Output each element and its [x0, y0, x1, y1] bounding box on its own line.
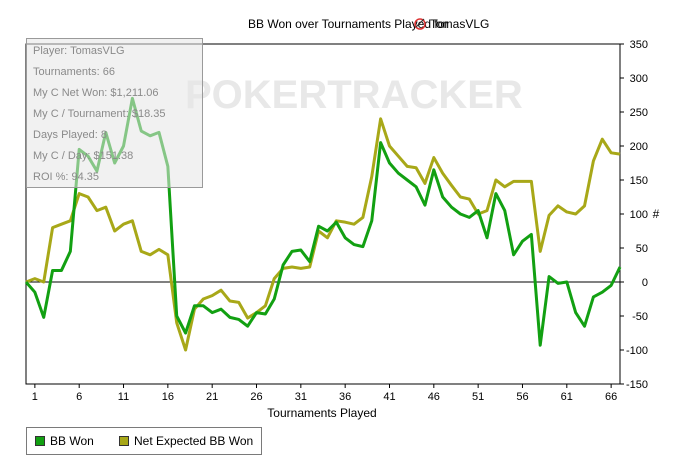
x-axis: 1 6 11 16 21 26 31 36 41 46 51 56 61 66	[32, 384, 617, 403]
series-line-net-expected-bb-won	[25, 117, 621, 352]
x-tick-label: 26	[250, 391, 262, 403]
x-tick-label: 36	[339, 391, 351, 403]
y-tick-label: 200	[630, 141, 648, 153]
x-tick-label: 61	[561, 391, 573, 403]
stat-roi: ROI %: 94.35	[33, 171, 100, 183]
stat-net-won: My C Net Won: $1,211.06	[33, 87, 159, 99]
x-tick-label: 16	[162, 391, 174, 403]
x-tick-label: 41	[383, 391, 395, 403]
x-tick-label: 1	[32, 391, 38, 403]
pokertracker-watermark: POKERTRACKER	[185, 73, 523, 117]
x-tick-label: 46	[428, 391, 440, 403]
x-tick-label: 6	[76, 391, 82, 403]
y-tick-label: 300	[630, 73, 648, 85]
y-axis-label: #	[653, 207, 660, 221]
y-tick-label: -50	[632, 311, 648, 323]
legend-item-net-expected: Net Expected BB Won	[119, 434, 253, 448]
y-tick-label: 50	[636, 243, 648, 255]
y-tick-label: -150	[626, 379, 648, 391]
stat-days-played: Days Played: 8	[33, 129, 107, 141]
y-tick-label: 350	[630, 39, 648, 51]
y-axis: -150 -100 -50 0 50 100 150 200 250 300 350	[620, 39, 648, 391]
y-tick-label: 250	[630, 107, 648, 119]
x-tick-label: 11	[118, 391, 129, 403]
legend-swatch-net-expected	[119, 436, 129, 446]
chart-title: BB Won over Tournaments Played for	[248, 17, 448, 31]
x-tick-label: 31	[295, 391, 307, 403]
x-tick-label: 21	[206, 391, 218, 403]
legend-item-bb-won: BB Won	[35, 434, 94, 448]
legend-swatch-bb-won	[35, 436, 45, 446]
player-stats-box: Player: TomasVLG Tournaments: 66 My C Ne…	[26, 38, 203, 188]
stat-player: Player: TomasVLG	[33, 45, 125, 57]
y-tick-label: 150	[630, 175, 648, 187]
x-tick-label: 56	[516, 391, 528, 403]
player-icon	[414, 18, 426, 30]
stat-per-day: My C / Day: $151.38	[33, 150, 134, 162]
legend-label-bb-won: BB Won	[50, 434, 94, 448]
x-tick-label: 66	[605, 391, 617, 403]
chart-title-player: TomasVLG	[430, 17, 489, 31]
stat-tournaments: Tournaments: 66	[33, 66, 115, 78]
x-axis-label: Tournaments Played	[267, 406, 376, 420]
y-tick-label: -100	[626, 345, 648, 357]
chart-legend: BB Won Net Expected BB Won	[26, 427, 262, 455]
y-tick-label: 100	[630, 209, 648, 221]
stat-per-tournament: My C / Tournament: $18.35	[33, 108, 166, 120]
y-tick-label: 0	[642, 277, 648, 289]
legend-label-net-expected: Net Expected BB Won	[134, 434, 254, 448]
x-tick-label: 51	[472, 391, 484, 403]
